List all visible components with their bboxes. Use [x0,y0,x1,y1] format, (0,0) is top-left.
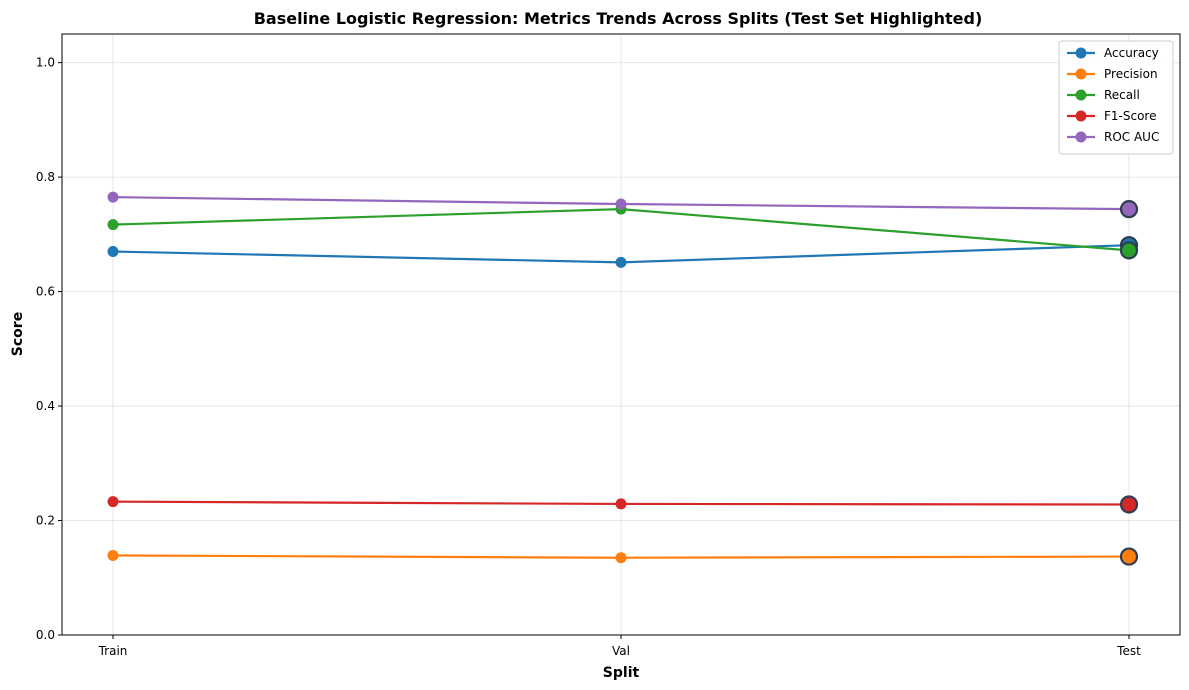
x-axis-ticks: Train Val Test [98,635,1141,658]
grid [62,34,1180,636]
legend-marker [1075,110,1087,122]
legend-label: Accuracy [1104,46,1159,60]
data-point-recall-test [1119,241,1139,260]
legend-label: Recall [1104,88,1140,102]
data-point-f1-score-val [615,498,627,510]
data-point-accuracy-val [615,256,627,268]
legend-marker [1075,68,1087,80]
legend-label: Precision [1104,67,1158,81]
data-point-f1-score-train [107,496,119,508]
y-tick-label: 0.0 [36,628,55,642]
legend-label: ROC AUC [1104,130,1159,144]
data-point-roc-auc-train [107,191,119,203]
y-tick-label: 1.0 [36,56,55,70]
data-point-precision-val [615,552,627,564]
series-points [107,191,1139,566]
y-tick-label: 0.6 [36,285,55,299]
data-point-roc-auc-test [1119,200,1139,219]
legend-marker [1075,47,1087,59]
data-point-roc-auc-val [615,198,627,210]
chart-title: Baseline Logistic Regression: Metrics Tr… [254,9,983,28]
data-point-accuracy-train [107,246,119,258]
legend-marker [1075,131,1087,143]
data-point-recall-train [107,219,119,231]
data-point-f1-score-test [1119,495,1139,514]
y-axis-label: Score [10,312,26,356]
y-tick-label: 0.8 [36,170,55,184]
x-tick-label: Train [98,644,128,658]
x-axis-label: Split [603,665,640,681]
data-point-precision-train [107,549,119,561]
y-axis-ticks: 0.0 0.2 0.4 0.6 0.8 1.0 [36,56,62,642]
legend-label: F1-Score [1104,109,1156,123]
x-tick-label: Test [1116,644,1141,658]
data-point-precision-test [1119,547,1139,566]
legend-marker [1075,89,1087,101]
legend: Accuracy Precision Recall F1-Score ROC AUC [1058,40,1174,155]
x-tick-label: Val [612,644,630,658]
y-tick-label: 0.2 [36,514,55,528]
y-tick-label: 0.4 [36,399,55,413]
legend-box [1058,40,1174,155]
